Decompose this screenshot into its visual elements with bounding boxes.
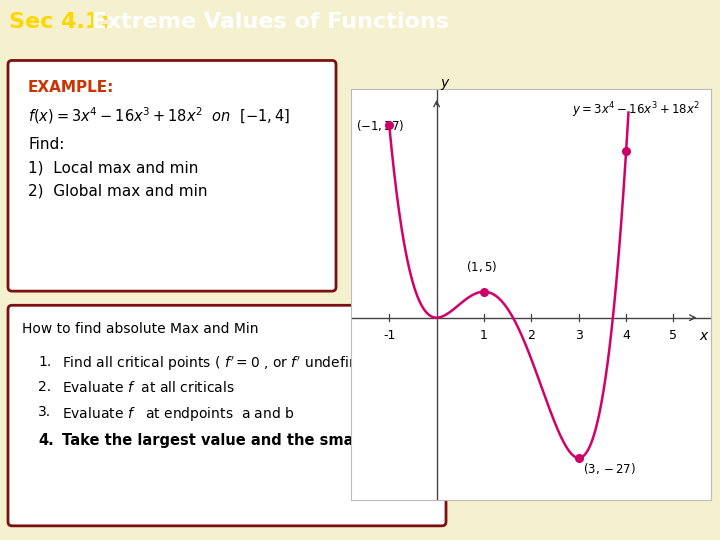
Text: 4: 4	[622, 329, 630, 342]
Text: 1)  Local max and min: 1) Local max and min	[28, 160, 199, 176]
Text: How to find absolute Max and Min: How to find absolute Max and Min	[22, 322, 258, 336]
Text: $x$: $x$	[699, 329, 710, 343]
Text: 1: 1	[480, 329, 488, 342]
Text: $(1, 5)$: $(1, 5)$	[466, 259, 498, 274]
Text: Find all critical points ( $f'= 0$ , or $\mathbf{\mathit{f}'}$ undefined ): Find all critical points ( $f'= 0$ , or …	[62, 355, 384, 373]
Text: $(3, -27)$: $(3, -27)$	[583, 461, 636, 476]
Text: -1: -1	[383, 329, 395, 342]
Text: 2)  Global max and min: 2) Global max and min	[28, 184, 207, 199]
Text: 2: 2	[528, 329, 535, 342]
FancyBboxPatch shape	[8, 305, 446, 526]
Text: 1.: 1.	[38, 355, 51, 369]
Text: EXAMPLE:: EXAMPLE:	[28, 80, 114, 94]
FancyBboxPatch shape	[8, 60, 336, 291]
Text: Take the largest value and the smallest: Take the largest value and the smallest	[62, 433, 390, 448]
Text: Sec 4.1:: Sec 4.1:	[9, 12, 109, 32]
Text: Find:: Find:	[28, 137, 64, 152]
Text: Evaluate $\mathbf{\mathit{f}}$   at endpoints  a and b: Evaluate $\mathbf{\mathit{f}}$ at endpoi…	[62, 406, 294, 423]
Text: 3.: 3.	[38, 406, 51, 420]
Text: 2.: 2.	[38, 380, 51, 394]
Text: $y$: $y$	[440, 77, 451, 92]
Text: $y = 3x^4 - 16x^3 + 18x^2$: $y = 3x^4 - 16x^3 + 18x^2$	[572, 100, 700, 120]
Text: Evaluate $\mathbf{\mathit{f}}$  at all criticals: Evaluate $\mathbf{\mathit{f}}$ at all cr…	[62, 380, 235, 395]
Text: Extreme Values of Functions: Extreme Values of Functions	[76, 12, 449, 32]
Text: $(-1, 37)$: $(-1, 37)$	[356, 118, 405, 133]
Text: 4.: 4.	[38, 433, 54, 448]
Text: 5: 5	[670, 329, 678, 342]
Text: 3: 3	[575, 329, 582, 342]
Text: $f(x) = 3x^4 - 16x^3 + 18x^2$  $\mathit{on}$  $[-1,4]$: $f(x) = 3x^4 - 16x^3 + 18x^2$ $\mathit{o…	[28, 105, 290, 126]
